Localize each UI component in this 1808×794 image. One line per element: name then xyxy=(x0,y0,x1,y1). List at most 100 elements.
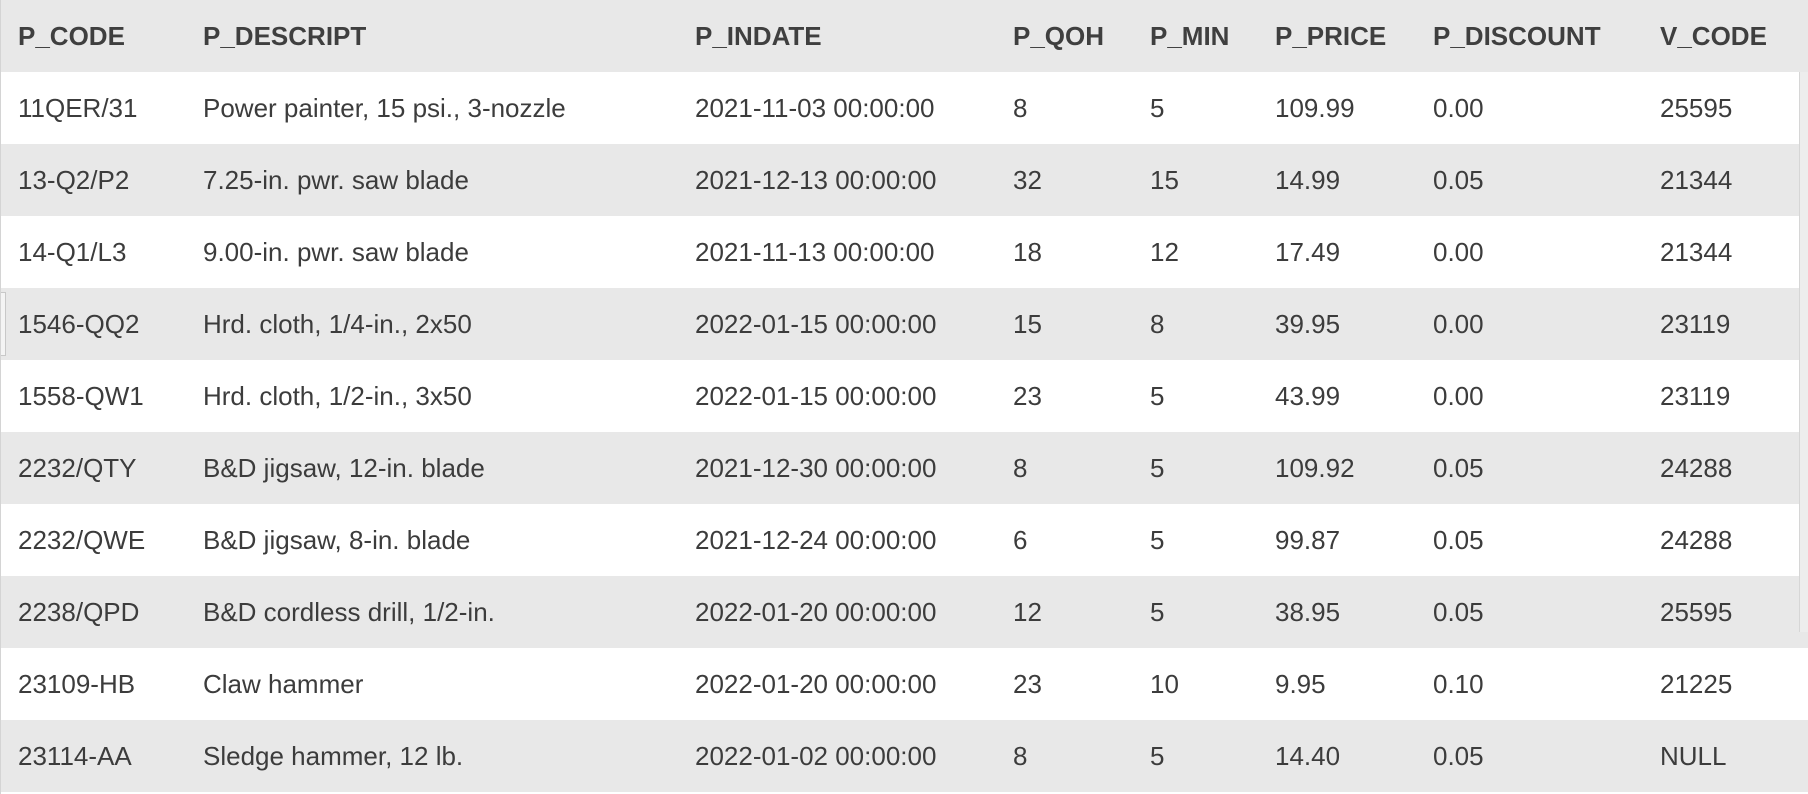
cell-p-indate[interactable]: 2022-01-02 00:00:00 xyxy=(695,740,937,771)
cell-p-indate[interactable]: 2021-11-03 00:00:00 xyxy=(695,92,935,123)
cell-p-descript[interactable]: B&D jigsaw, 12-in. blade xyxy=(203,452,485,483)
cell-p-min[interactable]: 8 xyxy=(1150,308,1165,339)
cell-p-code[interactable]: 2232/QTY xyxy=(18,452,137,483)
cell-p-descript[interactable]: 7.25-in. pwr. saw blade xyxy=(203,164,469,195)
cell-p-discount[interactable]: 0.05 xyxy=(1433,740,1484,771)
cell-p-indate[interactable]: 2022-01-15 00:00:00 xyxy=(695,380,937,411)
cell-p-code[interactable]: 13-Q2/P2 xyxy=(18,164,130,195)
cell-p-price[interactable]: 39.95 xyxy=(1275,308,1341,339)
cell-p-min[interactable]: 5 xyxy=(1150,380,1165,411)
column-header-p-discount[interactable]: P_DISCOUNT xyxy=(1433,20,1601,51)
table-row[interactable]: 11QER/31 Power painter, 15 psi., 3-nozzl… xyxy=(1,72,1808,144)
cell-p-descript[interactable]: B&D cordless drill, 1/2-in. xyxy=(203,596,495,627)
cell-p-indate[interactable]: 2021-11-13 00:00:00 xyxy=(695,236,935,267)
cell-v-code[interactable]: 25595 xyxy=(1660,596,1733,627)
cell-p-discount[interactable]: 0.05 xyxy=(1433,164,1484,195)
cell-p-indate[interactable]: 2022-01-15 00:00:00 xyxy=(695,308,937,339)
cell-p-price[interactable]: 109.99 xyxy=(1275,92,1355,123)
column-header-p-code[interactable]: P_CODE xyxy=(18,20,125,51)
cell-p-code[interactable]: 2238/QPD xyxy=(18,596,140,627)
table-row[interactable]: 1558-QW1 Hrd. cloth, 1/2-in., 3x50 2022-… xyxy=(1,360,1808,432)
cell-p-qoh[interactable]: 6 xyxy=(1013,524,1028,555)
column-header-p-min[interactable]: P_MIN xyxy=(1150,20,1230,51)
cell-p-min[interactable]: 15 xyxy=(1150,164,1179,195)
cell-p-min[interactable]: 5 xyxy=(1150,524,1165,555)
cell-p-min[interactable]: 5 xyxy=(1150,740,1165,771)
cell-p-descript[interactable]: Hrd. cloth, 1/4-in., 2x50 xyxy=(203,308,472,339)
cell-p-indate[interactable]: 2022-01-20 00:00:00 xyxy=(695,596,937,627)
cell-p-qoh[interactable]: 12 xyxy=(1013,596,1042,627)
cell-p-price[interactable]: 14.99 xyxy=(1275,164,1341,195)
vertical-scrollbar[interactable] xyxy=(1799,72,1808,632)
column-header-p-qoh[interactable]: P_QOH xyxy=(1013,20,1105,51)
cell-p-code[interactable]: 1558-QW1 xyxy=(18,380,144,411)
cell-p-price[interactable]: 99.87 xyxy=(1275,524,1341,555)
cell-p-price[interactable]: 14.40 xyxy=(1275,740,1341,771)
cell-p-descript[interactable]: B&D jigsaw, 8-in. blade xyxy=(203,524,471,555)
cell-p-descript[interactable]: Sledge hammer, 12 lb. xyxy=(203,740,464,771)
table-row[interactable]: 2232/QWE B&D jigsaw, 8-in. blade 2021-12… xyxy=(1,504,1808,576)
cell-p-discount[interactable]: 0.05 xyxy=(1433,524,1484,555)
cell-p-discount[interactable]: 0.10 xyxy=(1433,668,1484,699)
cell-v-code[interactable]: 24288 xyxy=(1660,452,1733,483)
cell-p-indate[interactable]: 2021-12-24 00:00:00 xyxy=(695,524,937,555)
cell-v-code[interactable]: 24288 xyxy=(1660,524,1733,555)
cell-p-discount[interactable]: 0.00 xyxy=(1433,92,1484,123)
cell-v-code[interactable]: NULL xyxy=(1660,740,1727,771)
cell-p-min[interactable]: 5 xyxy=(1150,92,1165,123)
cell-v-code[interactable]: 21225 xyxy=(1660,668,1733,699)
cell-v-code[interactable]: 23119 xyxy=(1660,380,1731,411)
column-header-p-indate[interactable]: P_INDATE xyxy=(695,20,822,51)
table-row[interactable]: 1546-QQ2 Hrd. cloth, 1/4-in., 2x50 2022-… xyxy=(1,288,1808,360)
cell-p-qoh[interactable]: 8 xyxy=(1013,92,1028,123)
cell-p-price[interactable]: 109.92 xyxy=(1275,452,1355,483)
cell-p-qoh[interactable]: 32 xyxy=(1013,164,1042,195)
cell-p-discount[interactable]: 0.00 xyxy=(1433,380,1484,411)
cell-p-price[interactable]: 17.49 xyxy=(1275,236,1341,267)
cell-p-price[interactable]: 43.99 xyxy=(1275,380,1341,411)
cell-p-qoh[interactable]: 15 xyxy=(1013,308,1042,339)
cell-p-qoh[interactable]: 23 xyxy=(1013,668,1042,699)
cell-p-price[interactable]: 38.95 xyxy=(1275,596,1341,627)
resize-handle[interactable] xyxy=(1,292,6,356)
cell-v-code[interactable]: 25595 xyxy=(1660,92,1733,123)
cell-p-indate[interactable]: 2022-01-20 00:00:00 xyxy=(695,668,937,699)
cell-p-price[interactable]: 9.95 xyxy=(1275,668,1326,699)
cell-p-descript[interactable]: Claw hammer xyxy=(203,668,364,699)
table-row[interactable]: 13-Q2/P2 7.25-in. pwr. saw blade 2021-12… xyxy=(1,144,1808,216)
column-header-p-price[interactable]: P_PRICE xyxy=(1275,20,1387,51)
table-row[interactable]: 2232/QTY B&D jigsaw, 12-in. blade 2021-1… xyxy=(1,432,1808,504)
cell-p-discount[interactable]: 0.05 xyxy=(1433,452,1484,483)
cell-v-code[interactable]: 21344 xyxy=(1660,164,1733,195)
cell-p-qoh[interactable]: 8 xyxy=(1013,452,1028,483)
cell-p-code[interactable]: 23114-AA xyxy=(18,740,132,771)
table-row[interactable]: 14-Q1/L3 9.00-in. pwr. saw blade 2021-11… xyxy=(1,216,1808,288)
cell-p-descript[interactable]: Power painter, 15 psi., 3-nozzle xyxy=(203,92,566,123)
cell-p-code[interactable]: 2232/QWE xyxy=(18,524,146,555)
cell-p-code[interactable]: 1546-QQ2 xyxy=(18,308,140,339)
cell-p-qoh[interactable]: 18 xyxy=(1013,236,1042,267)
cell-p-code[interactable]: 11QER/31 xyxy=(18,92,138,123)
cell-p-qoh[interactable]: 8 xyxy=(1013,740,1028,771)
cell-v-code[interactable]: 23119 xyxy=(1660,308,1731,339)
column-header-v-code[interactable]: V_CODE xyxy=(1660,20,1767,51)
cell-p-discount[interactable]: 0.00 xyxy=(1433,308,1484,339)
column-header-p-descript[interactable]: P_DESCRIPT xyxy=(203,20,367,51)
cell-p-min[interactable]: 10 xyxy=(1150,668,1179,699)
cell-p-indate[interactable]: 2021-12-13 00:00:00 xyxy=(695,164,937,195)
table-row[interactable]: 23109-HB Claw hammer 2022-01-20 00:00:00… xyxy=(1,648,1808,720)
cell-p-min[interactable]: 12 xyxy=(1150,236,1179,267)
cell-p-indate[interactable]: 2021-12-30 00:00:00 xyxy=(695,452,937,483)
cell-v-code[interactable]: 21344 xyxy=(1660,236,1733,267)
cell-p-min[interactable]: 5 xyxy=(1150,452,1165,483)
table-row[interactable]: 2238/QPD B&D cordless drill, 1/2-in. 202… xyxy=(1,576,1808,648)
cell-p-descript[interactable]: Hrd. cloth, 1/2-in., 3x50 xyxy=(203,380,472,411)
cell-p-discount[interactable]: 0.05 xyxy=(1433,596,1484,627)
cell-p-code[interactable]: 23109-HB xyxy=(18,668,136,699)
cell-p-discount[interactable]: 0.00 xyxy=(1433,236,1484,267)
cell-p-qoh[interactable]: 23 xyxy=(1013,380,1042,411)
table-row[interactable]: 23114-AA Sledge hammer, 12 lb. 2022-01-0… xyxy=(1,720,1808,792)
cell-p-descript[interactable]: 9.00-in. pwr. saw blade xyxy=(203,236,469,267)
cell-p-code[interactable]: 14-Q1/L3 xyxy=(18,236,127,267)
cell-p-min[interactable]: 5 xyxy=(1150,596,1165,627)
